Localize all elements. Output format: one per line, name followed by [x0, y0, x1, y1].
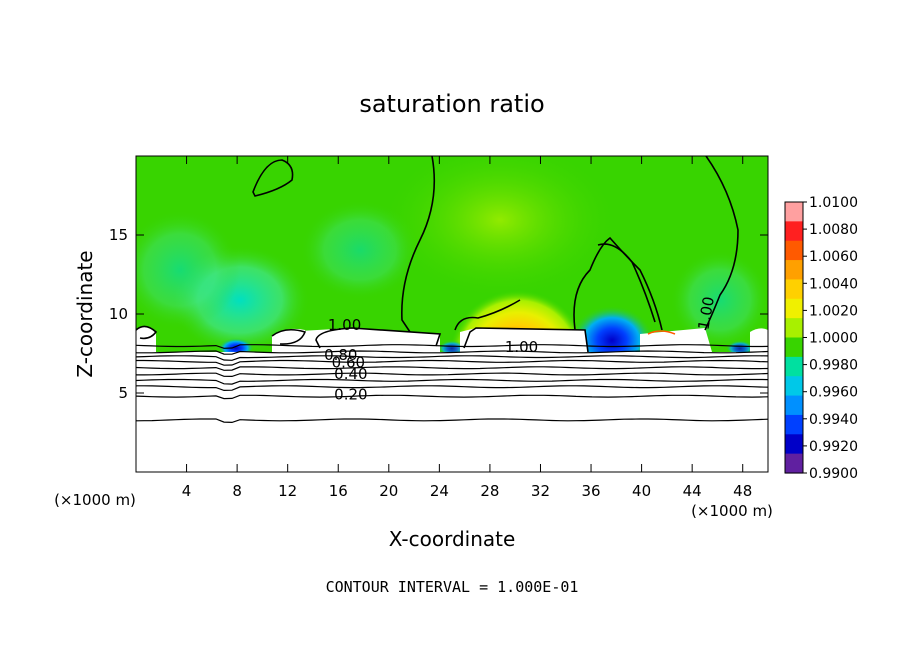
colorbar-tick-label: 1.0040	[809, 276, 858, 292]
colorbar-swatch	[785, 414, 803, 435]
colorbar-swatch	[785, 279, 803, 300]
contour-line	[136, 355, 768, 361]
contour-labels: 1.00 1.00 1.00 0.800.600.40 0.20	[324, 295, 718, 403]
y-axis-ticks: 5 10 15	[109, 226, 768, 402]
contour-left-branch	[401, 156, 436, 333]
colorbar-swatch	[785, 434, 803, 455]
colorbar-swatch	[785, 240, 803, 261]
contour-small-loop	[252, 159, 294, 197]
colorbar-tick-label: 0.9920	[809, 439, 858, 455]
contour-label: 1.00	[505, 338, 538, 356]
x-unit-right: (×1000 m)	[691, 502, 773, 520]
x-tick-label: 16	[329, 482, 348, 500]
colorbar-swatch	[785, 376, 803, 397]
contour-label: 0.40	[334, 365, 367, 383]
contour-box-left	[315, 327, 442, 349]
white-patch-5	[640, 328, 712, 352]
colorbar-tick-label: 0.9940	[809, 412, 858, 428]
cyan-region-far-left	[136, 210, 240, 330]
x-tick-label: 20	[379, 482, 398, 500]
contour-line	[136, 372, 768, 378]
x-axis-ticks: 4 8 12 16 20 24 28 32 36 40 44 48	[182, 156, 752, 500]
contour-line	[136, 418, 768, 424]
subsaturation-core	[570, 295, 654, 365]
contour-red-fleck	[647, 330, 676, 335]
contour-line	[136, 359, 768, 366]
contour-line	[136, 366, 768, 371]
contour-label: 0.60	[332, 354, 365, 372]
x-tick-label: 32	[531, 482, 550, 500]
white-patch-6	[750, 328, 768, 352]
contour-line	[136, 394, 768, 400]
x-unit-left: (×1000 m)	[54, 491, 136, 509]
x-tick-label: 44	[683, 482, 702, 500]
contour-edge-mid	[271, 328, 307, 345]
colorbar-tick-label: 0.9900	[809, 466, 858, 482]
contour-label: 1.00	[328, 316, 361, 334]
contour-line	[136, 385, 768, 392]
contour-edge-left	[136, 325, 158, 340]
colorbar-swatch	[785, 356, 803, 377]
x-tick-label: 36	[581, 482, 600, 500]
x-tick-label: 12	[278, 482, 297, 500]
colorbar	[784, 201, 804, 474]
y-tick-label: 10	[109, 305, 128, 323]
blue-spot-left	[218, 335, 254, 355]
contour-label: 0.20	[334, 385, 367, 403]
colorbar-swatch	[785, 298, 803, 319]
contour-line	[136, 344, 768, 349]
unsaturated-layer	[136, 352, 768, 472]
contour-label: 1.00	[694, 295, 718, 331]
contour-label: 0.80	[324, 346, 357, 364]
x-tick-label: 8	[232, 482, 242, 500]
colorbar-tick-label: 1.0100	[809, 195, 858, 211]
contour-right-lobe	[573, 236, 663, 331]
x-tick-label: 24	[430, 482, 449, 500]
colorbar-swatch	[785, 337, 803, 358]
contour-lines-lower	[136, 344, 768, 424]
contour-box-right	[463, 327, 589, 353]
contour-line	[136, 350, 768, 355]
colorbar-tick-label: 1.0020	[809, 303, 858, 319]
contour-right-edge	[704, 156, 739, 331]
colorbar-tick-label: 1.0080	[809, 222, 858, 238]
contour-interval-text: CONTOUR INTERVAL = 1.000E-01	[326, 578, 579, 596]
colorbar-swatch	[785, 202, 803, 222]
x-tick-label: 4	[182, 482, 192, 500]
colorbar-swatch	[785, 221, 803, 242]
y-tick-label: 5	[118, 384, 128, 402]
contour-lines-upper	[136, 156, 739, 353]
colorbar-swatch	[785, 318, 803, 339]
cyan-region-right	[670, 250, 768, 350]
colorbar-tick-label: 0.9960	[809, 385, 858, 401]
colorbar-swatch	[785, 260, 803, 281]
colorbar-tick-label: 1.0000	[809, 331, 858, 347]
colorbar-tick-label: 0.9980	[809, 358, 858, 374]
y-tick-label: 15	[109, 226, 128, 244]
contour-right-inner	[597, 243, 656, 323]
colorbar-swatch	[785, 395, 803, 416]
x-axis-label: X-coordinate	[389, 527, 516, 551]
light-green-region	[380, 156, 620, 300]
y-axis-label: Z-coordinate	[73, 250, 97, 377]
colorbar-swatch	[785, 453, 803, 474]
x-tick-label: 40	[632, 482, 651, 500]
colorbar-tick-label: 1.0060	[809, 249, 858, 265]
contour-line	[136, 378, 768, 385]
x-tick-label: 28	[480, 482, 499, 500]
x-tick-label: 48	[733, 482, 752, 500]
contour-center	[454, 299, 521, 331]
chart-title: saturation ratio	[359, 90, 544, 118]
colorbar-ticks: 1.0100 1.0080 1.0060 1.0040 1.0020 1.0000 0.99…	[803, 195, 858, 482]
plot-field	[136, 156, 768, 472]
